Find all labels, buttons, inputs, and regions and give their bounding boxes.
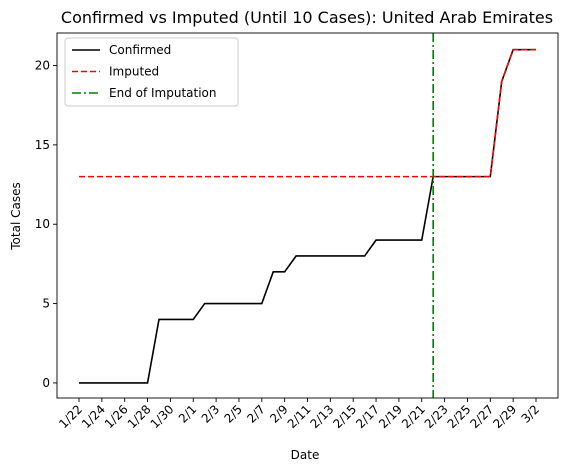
y-tick-label: 10 bbox=[35, 217, 50, 231]
y-axis-label: Total Cases bbox=[9, 182, 23, 250]
y-tick-label: 5 bbox=[42, 297, 50, 311]
y-tick-label: 20 bbox=[35, 59, 50, 73]
y-axis-ticks: 0 5 10 15 20 bbox=[35, 59, 57, 390]
y-tick-label: 15 bbox=[35, 138, 50, 152]
legend-label: Imputed bbox=[109, 65, 159, 79]
y-tick-label: 0 bbox=[42, 376, 50, 390]
legend-label: End of Imputation bbox=[109, 86, 217, 100]
x-axis-label: Date bbox=[291, 448, 320, 462]
chart-title: Confirmed vs Imputed (Until 10 Cases): U… bbox=[61, 8, 553, 27]
series-line-imputed bbox=[79, 48, 536, 178]
legend-box bbox=[64, 37, 239, 107]
legend: Confirmed Imputed End of Imputation bbox=[64, 37, 239, 107]
legend-label: Confirmed bbox=[109, 43, 171, 57]
